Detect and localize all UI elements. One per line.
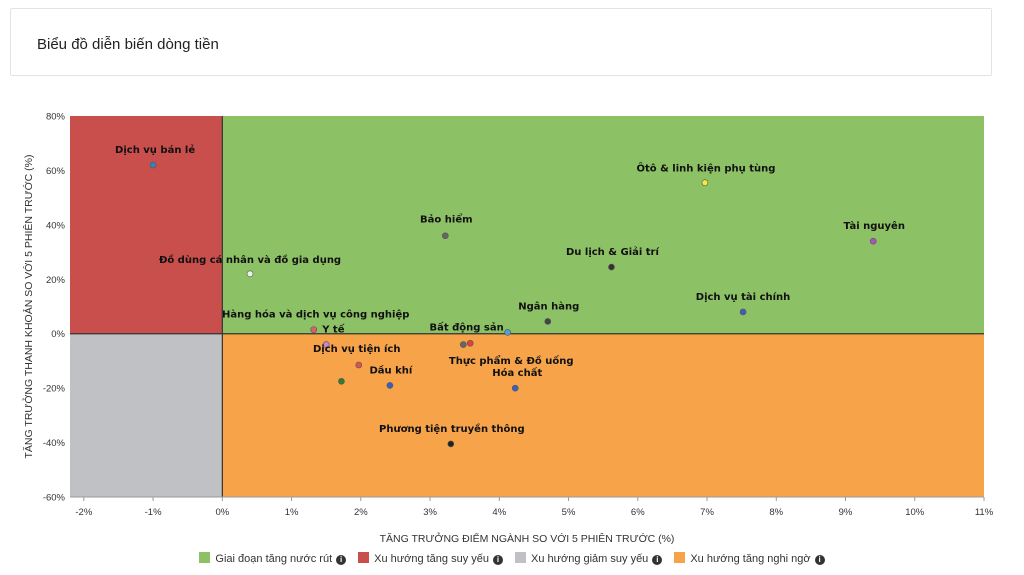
info-circle-icon[interactable]: i — [814, 555, 825, 565]
legend-item[interactable]: Xu hướng giảm suy yếu i — [515, 552, 663, 565]
info-circle-icon[interactable]: i — [493, 555, 503, 565]
legend-swatch — [199, 552, 211, 563]
x-tick-label: 2% — [354, 507, 368, 518]
data-point — [511, 384, 519, 392]
info-circle-icon[interactable]: i — [652, 555, 663, 565]
data-point-label: Bảo hiểm — [420, 213, 472, 226]
data-point — [701, 179, 709, 186]
legend-item[interactable]: Xu hướng tăng suy yếu i — [358, 552, 503, 565]
data-point — [466, 339, 474, 347]
data-point-label: Y tế — [321, 323, 345, 336]
legend-item[interactable]: Giai đoạn tăng nước rút i — [199, 552, 347, 565]
data-point-label: Dịch vụ tài chính — [696, 291, 791, 303]
x-tick-label: 10% — [905, 507, 925, 518]
data-point-label: Dịch vụ bán lẻ — [115, 144, 195, 156]
y-tick-label: 0% — [51, 329, 65, 340]
y-tick-label: 60% — [46, 166, 66, 177]
data-point — [544, 318, 552, 325]
data-point — [246, 270, 254, 278]
data-point — [149, 161, 157, 169]
data-point — [386, 382, 394, 389]
legend-item[interactable]: Xu hướng tăng nghi ngờ i — [674, 552, 825, 565]
data-point-label: Bất động sản — [429, 320, 503, 333]
legend-label: Xu hướng tăng nghi ngờ — [690, 553, 811, 565]
x-tick-label: 8% — [769, 507, 783, 518]
data-point-label: Tài nguyên — [843, 220, 905, 232]
data-point-label: Du lịch & Giải trí — [566, 246, 659, 258]
info-circle-icon[interactable]: i — [336, 555, 347, 565]
data-point — [459, 341, 467, 348]
quadrant-bottom-right — [222, 333, 985, 497]
x-tick-label: 7% — [700, 507, 714, 518]
x-tick-label: -2% — [75, 507, 92, 518]
x-tick-label: 4% — [492, 507, 506, 518]
data-point-label: Dịch vụ tiện ích — [313, 343, 400, 355]
data-point — [355, 361, 363, 369]
x-axis-label: TĂNG TRƯỞNG ĐIỂM NGÀNH SO VỚI 5 PHIÊN TR… — [380, 532, 675, 545]
data-point-label: Hóa chất — [492, 366, 542, 379]
x-tick-label: 1% — [285, 507, 299, 518]
data-point — [504, 329, 511, 336]
y-tick-label: -20% — [43, 384, 66, 395]
legend-swatch — [674, 552, 686, 563]
data-point — [447, 440, 455, 448]
data-point-label: Thực phẩm & Đồ uống — [449, 354, 574, 367]
data-point-label: Hàng hóa và dịch vụ công nghiệp — [222, 309, 409, 321]
cashflow-scatter-chart: -2% -1% 0% 1% 2% 3% 4% 5% 6% 7% 8% 9% 10% 11% -60% -40%… — [22, 112, 994, 546]
data-point-label: Dầu khí — [369, 364, 412, 376]
data-point — [739, 308, 747, 316]
legend-label: Xu hướng giảm suy yếu — [531, 553, 649, 565]
x-tick-label: 0% — [215, 507, 229, 518]
y-tick-label: -40% — [43, 438, 66, 449]
x-tick-label: 3% — [423, 507, 437, 518]
x-tick-label: 5% — [562, 507, 576, 518]
legend-label: Xu hướng tăng suy yếu — [374, 553, 489, 565]
data-point — [608, 263, 615, 271]
data-point-label: Ôtô & linh kiện phụ tùng — [636, 162, 775, 175]
y-tick-label: 20% — [46, 275, 66, 286]
data-point — [869, 237, 877, 245]
y-tick-label: 80% — [46, 112, 66, 123]
y-tick-label: 40% — [46, 220, 66, 231]
data-point — [441, 232, 449, 240]
legend-swatch — [515, 552, 526, 563]
data-point-label: Ngân hàng — [518, 300, 579, 312]
chart-legend: Giai đoạn tăng nước rút i Xu hướng tăng su… — [0, 552, 1024, 565]
x-tick-label: 9% — [839, 507, 853, 518]
legend-label: Giai đoạn tăng nước rút — [215, 553, 333, 565]
quadrant-top-left — [70, 116, 223, 334]
data-point — [310, 326, 318, 333]
y-tick-label: -60% — [43, 493, 66, 504]
data-point — [338, 378, 345, 385]
page-title: Biểu đồ diễn biến dòng tiền — [37, 36, 219, 53]
x-tick-label: 6% — [631, 507, 645, 518]
x-tick-label: 11% — [975, 507, 994, 518]
quadrant-top-right — [222, 116, 985, 334]
title-card: Biểu đồ diễn biến dòng tiền — [10, 8, 992, 76]
y-axis-label: TĂNG TRƯỞNG THANH KHOẢN SO VỚI 5 PHIÊN T… — [22, 155, 35, 459]
data-point-label: Phương tiện truyền thông — [379, 422, 525, 435]
data-point — [322, 341, 330, 348]
legend-swatch — [358, 552, 370, 563]
x-tick-label: -1% — [145, 507, 162, 518]
quadrant-bottom-left — [70, 333, 223, 497]
data-point-label: Đồ dùng cá nhân và đồ gia dụng — [159, 253, 341, 266]
